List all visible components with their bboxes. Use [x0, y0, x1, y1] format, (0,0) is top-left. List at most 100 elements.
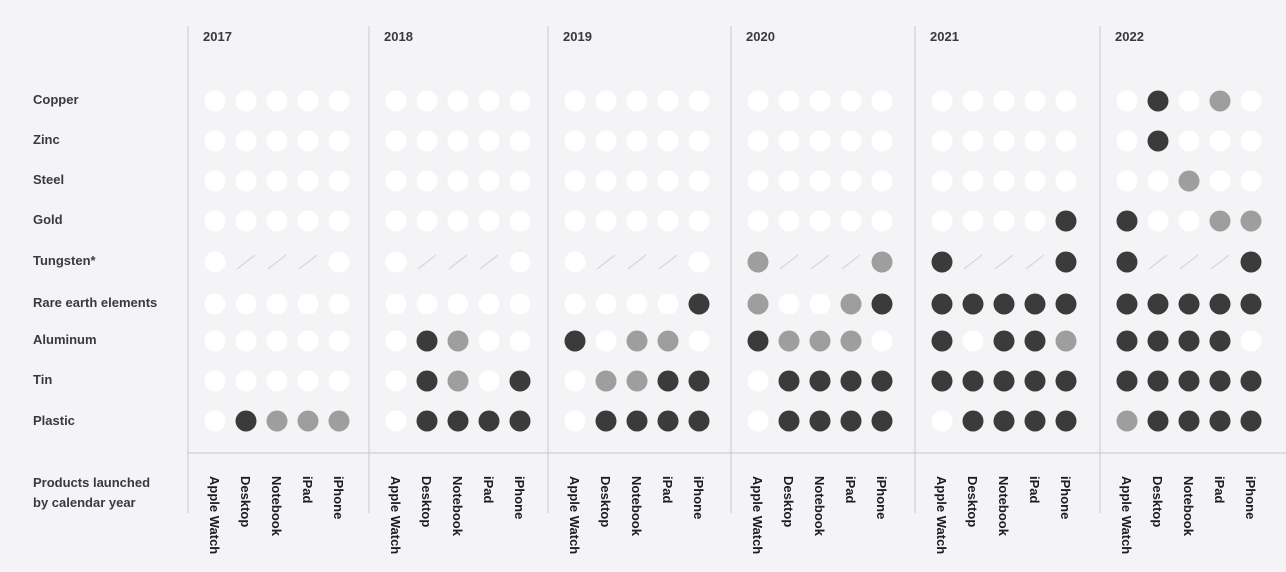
material-dot — [1240, 130, 1262, 152]
material-dot — [1178, 210, 1200, 232]
material-dot — [747, 370, 769, 392]
material-dot — [1178, 330, 1200, 352]
material-dot — [564, 293, 586, 315]
not-applicable-mark — [963, 254, 983, 270]
material-dot — [235, 130, 257, 152]
material-dot — [595, 210, 617, 232]
material-dot — [595, 170, 617, 192]
not-applicable-mark — [658, 254, 678, 270]
material-dot — [266, 410, 288, 432]
material-dot — [297, 130, 319, 152]
material-dot — [688, 410, 710, 432]
material-dot — [871, 90, 893, 112]
material-dot — [416, 90, 438, 112]
product-label: Desktop — [598, 476, 613, 527]
product-label: Apple Watch — [567, 476, 582, 554]
material-dot — [1178, 130, 1200, 152]
material-dot — [626, 410, 648, 432]
year-label-2018: 2018 — [384, 29, 413, 44]
not-applicable-mark — [1210, 254, 1230, 270]
not-applicable-mark — [1148, 254, 1168, 270]
material-dot — [626, 170, 648, 192]
column-dividers — [187, 26, 1286, 513]
material-dot — [1240, 410, 1262, 432]
material-dot — [1209, 90, 1231, 112]
material-dot — [688, 370, 710, 392]
material-dot — [1147, 410, 1169, 432]
product-label: Desktop — [419, 476, 434, 527]
material-dot — [840, 130, 862, 152]
not-applicable-mark — [1025, 254, 1045, 270]
material-dot — [840, 210, 862, 232]
material-dot — [204, 210, 226, 232]
material-dot — [688, 90, 710, 112]
material-dot — [266, 210, 288, 232]
material-dot — [1209, 210, 1231, 232]
material-dot — [1209, 293, 1231, 315]
material-dot — [1178, 370, 1200, 392]
material-label: Copper — [33, 92, 79, 107]
material-dot — [809, 410, 831, 432]
material-dot — [840, 410, 862, 432]
material-dot — [1024, 130, 1046, 152]
material-dot — [962, 210, 984, 232]
material-dot — [931, 210, 953, 232]
product-label: Apple Watch — [207, 476, 222, 554]
material-dot — [778, 330, 800, 352]
material-dot — [657, 130, 679, 152]
product-label: Apple Watch — [934, 476, 949, 554]
material-dot — [688, 330, 710, 352]
material-dot — [626, 293, 648, 315]
material-dot — [747, 170, 769, 192]
material-dot — [266, 170, 288, 192]
material-dot — [416, 130, 438, 152]
material-labels: Copper Zinc Steel Gold Tungsten* Rare earth e… — [33, 92, 157, 428]
material-dot — [962, 410, 984, 432]
material-label: Tin — [33, 372, 52, 387]
material-dot — [778, 210, 800, 232]
material-dot — [1024, 410, 1046, 432]
year-label-2022: 2022 — [1115, 29, 1144, 44]
material-dot — [657, 330, 679, 352]
not-applicable-mark — [596, 254, 616, 270]
product-label: iPhone — [874, 476, 889, 519]
material-dot — [840, 170, 862, 192]
material-dot — [266, 370, 288, 392]
material-dot — [809, 330, 831, 352]
material-label: Rare earth elements — [33, 295, 157, 310]
material-dot — [564, 90, 586, 112]
material-dot — [266, 330, 288, 352]
material-dot — [204, 293, 226, 315]
product-labels: Apple Watch Desktop Notebook iPad iPhone Appl… — [207, 476, 1258, 554]
material-dot — [385, 330, 407, 352]
material-dot — [297, 370, 319, 392]
material-dot — [1147, 330, 1169, 352]
not-applicable-mark — [779, 254, 799, 270]
material-dot — [478, 130, 500, 152]
material-dot — [297, 170, 319, 192]
material-dot — [778, 410, 800, 432]
material-dot — [595, 330, 617, 352]
material-dot — [1178, 293, 1200, 315]
material-dot — [447, 170, 469, 192]
not-applicable-mark — [236, 254, 256, 270]
material-dot — [447, 370, 469, 392]
material-dot — [871, 370, 893, 392]
material-dot — [1178, 90, 1200, 112]
material-dot — [809, 130, 831, 152]
product-label: Notebook — [629, 476, 644, 537]
material-dot — [840, 370, 862, 392]
material-label: Steel — [33, 172, 64, 187]
material-dot — [657, 210, 679, 232]
material-dot — [840, 330, 862, 352]
product-label: iPhone — [1058, 476, 1073, 519]
material-dot — [931, 330, 953, 352]
material-dot — [747, 410, 769, 432]
material-dot — [1055, 210, 1077, 232]
material-dot — [235, 410, 257, 432]
material-dot — [1178, 170, 1200, 192]
material-dot — [962, 130, 984, 152]
material-dot — [993, 293, 1015, 315]
footer-label-line-1: Products launched — [33, 475, 150, 490]
material-dot — [297, 293, 319, 315]
